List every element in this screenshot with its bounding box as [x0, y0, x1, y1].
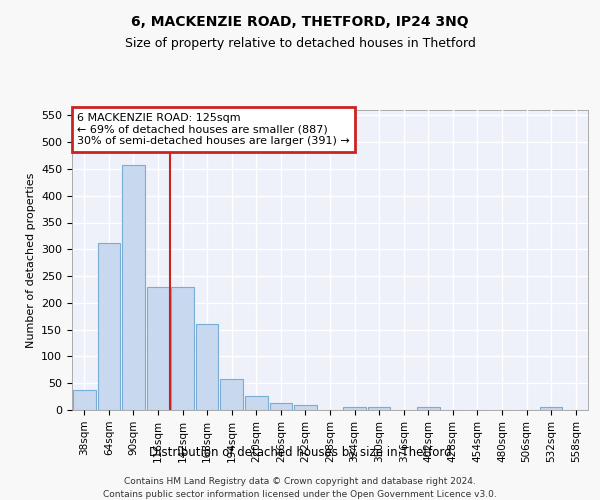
Y-axis label: Number of detached properties: Number of detached properties — [26, 172, 35, 348]
Bar — [146, 287, 169, 410]
Text: 6, MACKENZIE ROAD, THETFORD, IP24 3NQ: 6, MACKENZIE ROAD, THETFORD, IP24 3NQ — [131, 15, 469, 29]
Text: 6 MACKENZIE ROAD: 125sqm
← 69% of detached houses are smaller (887)
30% of semi-: 6 MACKENZIE ROAD: 125sqm ← 69% of detach… — [77, 113, 350, 146]
Bar — [294, 404, 317, 410]
Text: Size of property relative to detached houses in Thetford: Size of property relative to detached ho… — [125, 38, 475, 51]
Bar — [73, 390, 95, 410]
Text: Contains public sector information licensed under the Open Government Licence v3: Contains public sector information licen… — [103, 490, 497, 499]
Bar — [269, 403, 292, 410]
Bar — [220, 379, 243, 410]
Bar — [343, 408, 366, 410]
Bar — [417, 408, 440, 410]
Bar — [245, 396, 268, 410]
Bar — [171, 287, 194, 410]
Bar — [98, 243, 120, 410]
Bar — [122, 165, 145, 410]
Bar — [368, 407, 391, 410]
Bar — [540, 408, 562, 410]
Text: Contains HM Land Registry data © Crown copyright and database right 2024.: Contains HM Land Registry data © Crown c… — [124, 478, 476, 486]
Bar — [196, 324, 218, 410]
Text: Distribution of detached houses by size in Thetford: Distribution of detached houses by size … — [149, 446, 451, 459]
